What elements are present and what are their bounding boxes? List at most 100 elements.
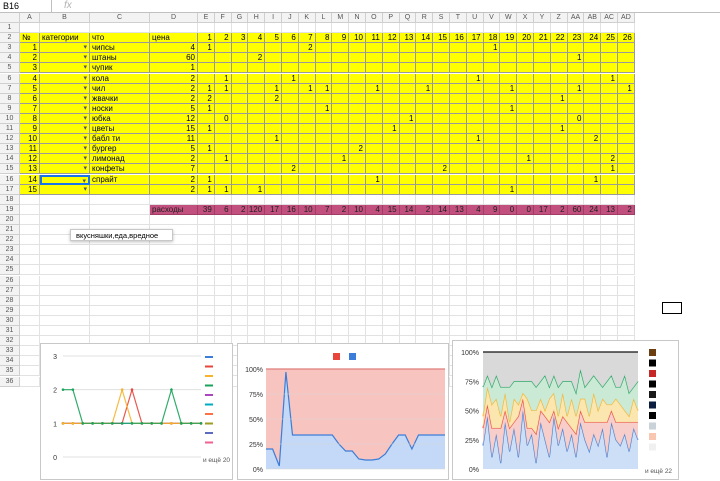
cell-AA17[interactable] bbox=[567, 184, 585, 195]
cell-R18[interactable] bbox=[416, 194, 434, 205]
cell-O23[interactable] bbox=[366, 245, 383, 256]
cell-O2[interactable]: 11 bbox=[366, 33, 383, 44]
row-header-18[interactable]: 18 bbox=[0, 194, 20, 205]
cell-Y7[interactable] bbox=[534, 83, 551, 94]
cell-L8[interactable] bbox=[315, 93, 333, 104]
cell-F8[interactable] bbox=[214, 93, 232, 104]
cell-A20[interactable] bbox=[20, 214, 40, 225]
cell-N30[interactable] bbox=[349, 315, 366, 326]
cell-U30[interactable] bbox=[466, 315, 484, 326]
cell-X19[interactable]: 0 bbox=[517, 204, 534, 215]
cell-L19[interactable]: 7 bbox=[315, 204, 333, 215]
cell-O11[interactable] bbox=[366, 124, 383, 135]
cell-K20[interactable] bbox=[298, 214, 316, 225]
cell-F7[interactable]: 1 bbox=[214, 83, 232, 94]
cell-AA24[interactable] bbox=[567, 255, 585, 266]
cell-J4[interactable] bbox=[282, 53, 299, 64]
cell-X24[interactable] bbox=[517, 255, 534, 266]
column-header-F[interactable]: F bbox=[214, 13, 232, 23]
cell-H21[interactable] bbox=[248, 225, 266, 236]
cell-Y4[interactable] bbox=[534, 53, 551, 64]
cell-G27[interactable] bbox=[231, 285, 249, 296]
cell-H5[interactable] bbox=[248, 63, 266, 74]
column-header-O[interactable]: O bbox=[366, 13, 383, 23]
cell-B30[interactable] bbox=[40, 315, 90, 326]
cell-V15[interactable] bbox=[483, 164, 501, 175]
row-header-6[interactable]: 6 bbox=[0, 73, 20, 84]
cell-X29[interactable] bbox=[517, 305, 534, 316]
cell-Q10[interactable]: 1 bbox=[399, 113, 417, 124]
cell-V25[interactable] bbox=[483, 265, 501, 276]
cell-J21[interactable] bbox=[282, 225, 299, 236]
cell-P12[interactable] bbox=[382, 134, 400, 145]
cell-N7[interactable] bbox=[349, 83, 366, 94]
cell-AD10[interactable] bbox=[618, 113, 635, 124]
cell-K6[interactable] bbox=[298, 73, 316, 84]
cell-Y25[interactable] bbox=[534, 265, 551, 276]
cell-F28[interactable] bbox=[214, 295, 232, 306]
cell-K28[interactable] bbox=[298, 295, 316, 306]
cell-W7[interactable]: 1 bbox=[500, 83, 518, 94]
cell-W26[interactable] bbox=[500, 275, 518, 286]
cell-AA28[interactable] bbox=[567, 295, 585, 306]
cell-V10[interactable] bbox=[483, 113, 501, 124]
cell-Y6[interactable] bbox=[534, 73, 551, 84]
cell-J9[interactable] bbox=[282, 103, 299, 114]
cell-E17[interactable]: 1 bbox=[198, 184, 215, 195]
cell-F17[interactable]: 1 bbox=[214, 184, 232, 195]
cell-K8[interactable] bbox=[298, 93, 316, 104]
cell-X6[interactable] bbox=[517, 73, 534, 84]
cell-X28[interactable] bbox=[517, 295, 534, 306]
cell-Z27[interactable] bbox=[550, 285, 568, 296]
cell-H27[interactable] bbox=[248, 285, 266, 296]
cell-R27[interactable] bbox=[416, 285, 434, 296]
cell-E6[interactable] bbox=[198, 73, 215, 84]
cell-E24[interactable] bbox=[198, 255, 215, 266]
cell-T2[interactable]: 16 bbox=[450, 33, 467, 44]
cell-A33[interactable] bbox=[20, 346, 40, 357]
cell-O14[interactable] bbox=[366, 154, 383, 165]
cell-R25[interactable] bbox=[416, 265, 434, 276]
cell-S8[interactable] bbox=[433, 93, 450, 104]
cell-H6[interactable] bbox=[248, 73, 266, 84]
cell-C16[interactable]: спрайт bbox=[90, 174, 150, 185]
cell-A25[interactable] bbox=[20, 265, 40, 276]
cell-F4[interactable] bbox=[214, 53, 232, 64]
cell-F21[interactable] bbox=[214, 225, 232, 236]
cell-V22[interactable] bbox=[483, 235, 501, 246]
cell-X14[interactable]: 1 bbox=[517, 154, 534, 165]
cell-U31[interactable] bbox=[466, 326, 484, 337]
cell-N28[interactable] bbox=[349, 295, 366, 306]
cell-AA3[interactable] bbox=[567, 43, 585, 54]
cell-G11[interactable] bbox=[231, 124, 249, 135]
cell-W2[interactable]: 19 bbox=[500, 33, 518, 44]
row-header-30[interactable]: 30 bbox=[0, 315, 20, 326]
cell-I3[interactable] bbox=[265, 43, 282, 54]
cell-L11[interactable] bbox=[315, 124, 333, 135]
cell-H1[interactable] bbox=[248, 23, 266, 34]
cell-D29[interactable] bbox=[150, 305, 198, 316]
cell-S13[interactable] bbox=[433, 144, 450, 155]
cell-AA31[interactable] bbox=[567, 326, 585, 337]
chart-area-stacked[interactable]: 0% 25% 50% 75% 100% и ещё 22 bbox=[452, 340, 679, 480]
cell-B20[interactable] bbox=[40, 214, 90, 225]
cell-K29[interactable] bbox=[298, 305, 316, 316]
column-header-W[interactable]: W bbox=[500, 13, 518, 23]
cell-P17[interactable] bbox=[382, 184, 400, 195]
category-dropdown[interactable]: ▾ bbox=[40, 103, 90, 114]
cell-K17[interactable] bbox=[298, 184, 316, 195]
cell-O8[interactable] bbox=[366, 93, 383, 104]
cell-AA5[interactable] bbox=[567, 63, 585, 74]
cell-AD7[interactable]: 1 bbox=[618, 83, 635, 94]
cell-P4[interactable] bbox=[382, 53, 400, 64]
cell-Y1[interactable] bbox=[534, 23, 551, 34]
cell-A32[interactable] bbox=[20, 336, 40, 347]
cell-Q16[interactable] bbox=[399, 174, 417, 185]
cell-Q20[interactable] bbox=[399, 214, 417, 225]
cell-Y3[interactable] bbox=[534, 43, 551, 54]
cell-O22[interactable] bbox=[366, 235, 383, 246]
cell-S7[interactable] bbox=[433, 83, 450, 94]
cell-V23[interactable] bbox=[483, 245, 501, 256]
cell-J14[interactable] bbox=[282, 154, 299, 165]
cell-AD24[interactable] bbox=[618, 255, 635, 266]
